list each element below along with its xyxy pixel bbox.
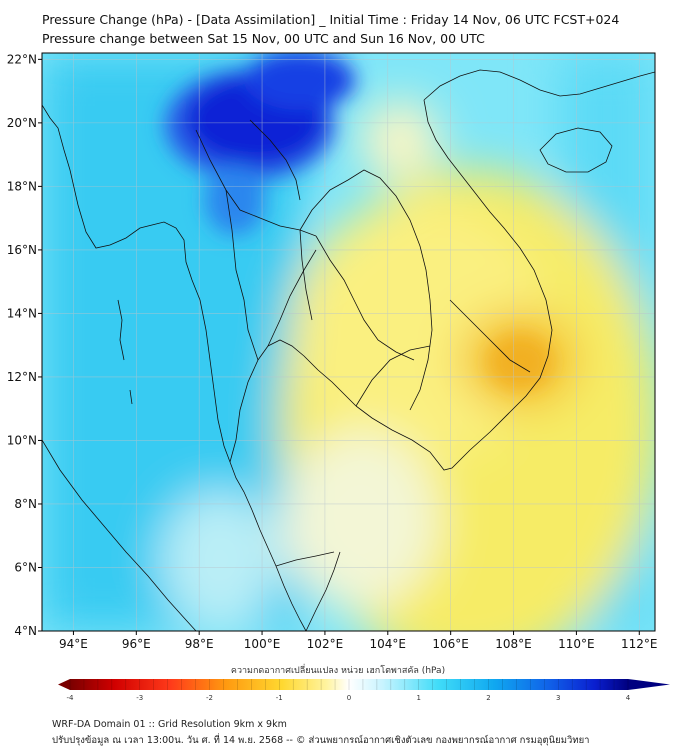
lon-tick-label: 104°E [370, 637, 407, 651]
lon-tick-label: 102°E [307, 637, 344, 651]
colorbar-title: ความกดอากาศเปลี่ยนแปลง หน่วย เฮกโตพาสคัล… [230, 666, 446, 676]
lon-tick-label: 106°E [432, 637, 469, 651]
lat-tick-label: 16°N [7, 243, 37, 257]
lon-tick-label: 96°E [122, 637, 151, 651]
colorbar-tick-label: 4 [626, 694, 631, 702]
colorbar-tick-label: -3 [136, 694, 143, 702]
colorbar-tick-label: -2 [206, 694, 213, 702]
lat-tick-label: 4°N [14, 624, 37, 638]
colorbar-high-arrow [628, 679, 670, 690]
map-frame [41, 52, 656, 632]
colorbar-gradient [70, 679, 628, 690]
colorbar-tick-label: 2 [486, 694, 490, 702]
pressure-field [42, 53, 655, 631]
lon-tick-label: 94°E [59, 637, 88, 651]
lat-tick-label: 12°N [7, 370, 37, 384]
colorbar: -4 -3 -2 -1 0 1 2 3 4 [58, 679, 670, 702]
lon-tick-label: 110°E [558, 637, 595, 651]
longitude-axis: 94°E 96°E 98°E 100°E 102°E 104°E 106°E 108°E 110… [59, 631, 658, 651]
lon-tick-label: 108°E [495, 637, 532, 651]
lat-tick-label: 18°N [7, 179, 37, 193]
latitude-axis: 22°N 20°N 18°N 16°N 14°N 12°N 10°N 8°N 6°N 4°N [7, 52, 42, 638]
lat-tick-label: 22°N [7, 52, 37, 66]
colorbar-tick-label: 1 [417, 694, 421, 702]
lat-tick-label: 6°N [14, 560, 37, 574]
lat-tick-label: 14°N [7, 306, 37, 320]
lat-tick-label: 8°N [14, 497, 37, 511]
colorbar-tick-label: 3 [556, 694, 560, 702]
lat-tick-label: 20°N [7, 116, 37, 130]
lon-tick-label: 98°E [185, 637, 214, 651]
coastlines-and-borders [42, 69, 655, 631]
lon-tick-label: 112°E [621, 637, 658, 651]
colorbar-tick-label: -4 [67, 694, 75, 702]
lat-tick-label: 10°N [7, 433, 37, 447]
colorbar-low-arrow [58, 679, 70, 690]
lon-tick-label: 100°E [244, 637, 281, 651]
colorbar-tick-label: 0 [347, 694, 351, 702]
model-info: WRF-DA Domain 01 :: Grid Resolution 9km … [52, 719, 287, 730]
credit-line: ปรับปรุงข้อมูล ณ เวลา 13:00น. วัน ศ. ที่… [52, 735, 590, 746]
colorbar-tick-label: -1 [276, 694, 283, 702]
map-title: Pressure Change (hPa) - [Data Assimilati… [42, 12, 620, 27]
map-subtitle: Pressure change between Sat 15 Nov, 00 U… [42, 31, 485, 46]
